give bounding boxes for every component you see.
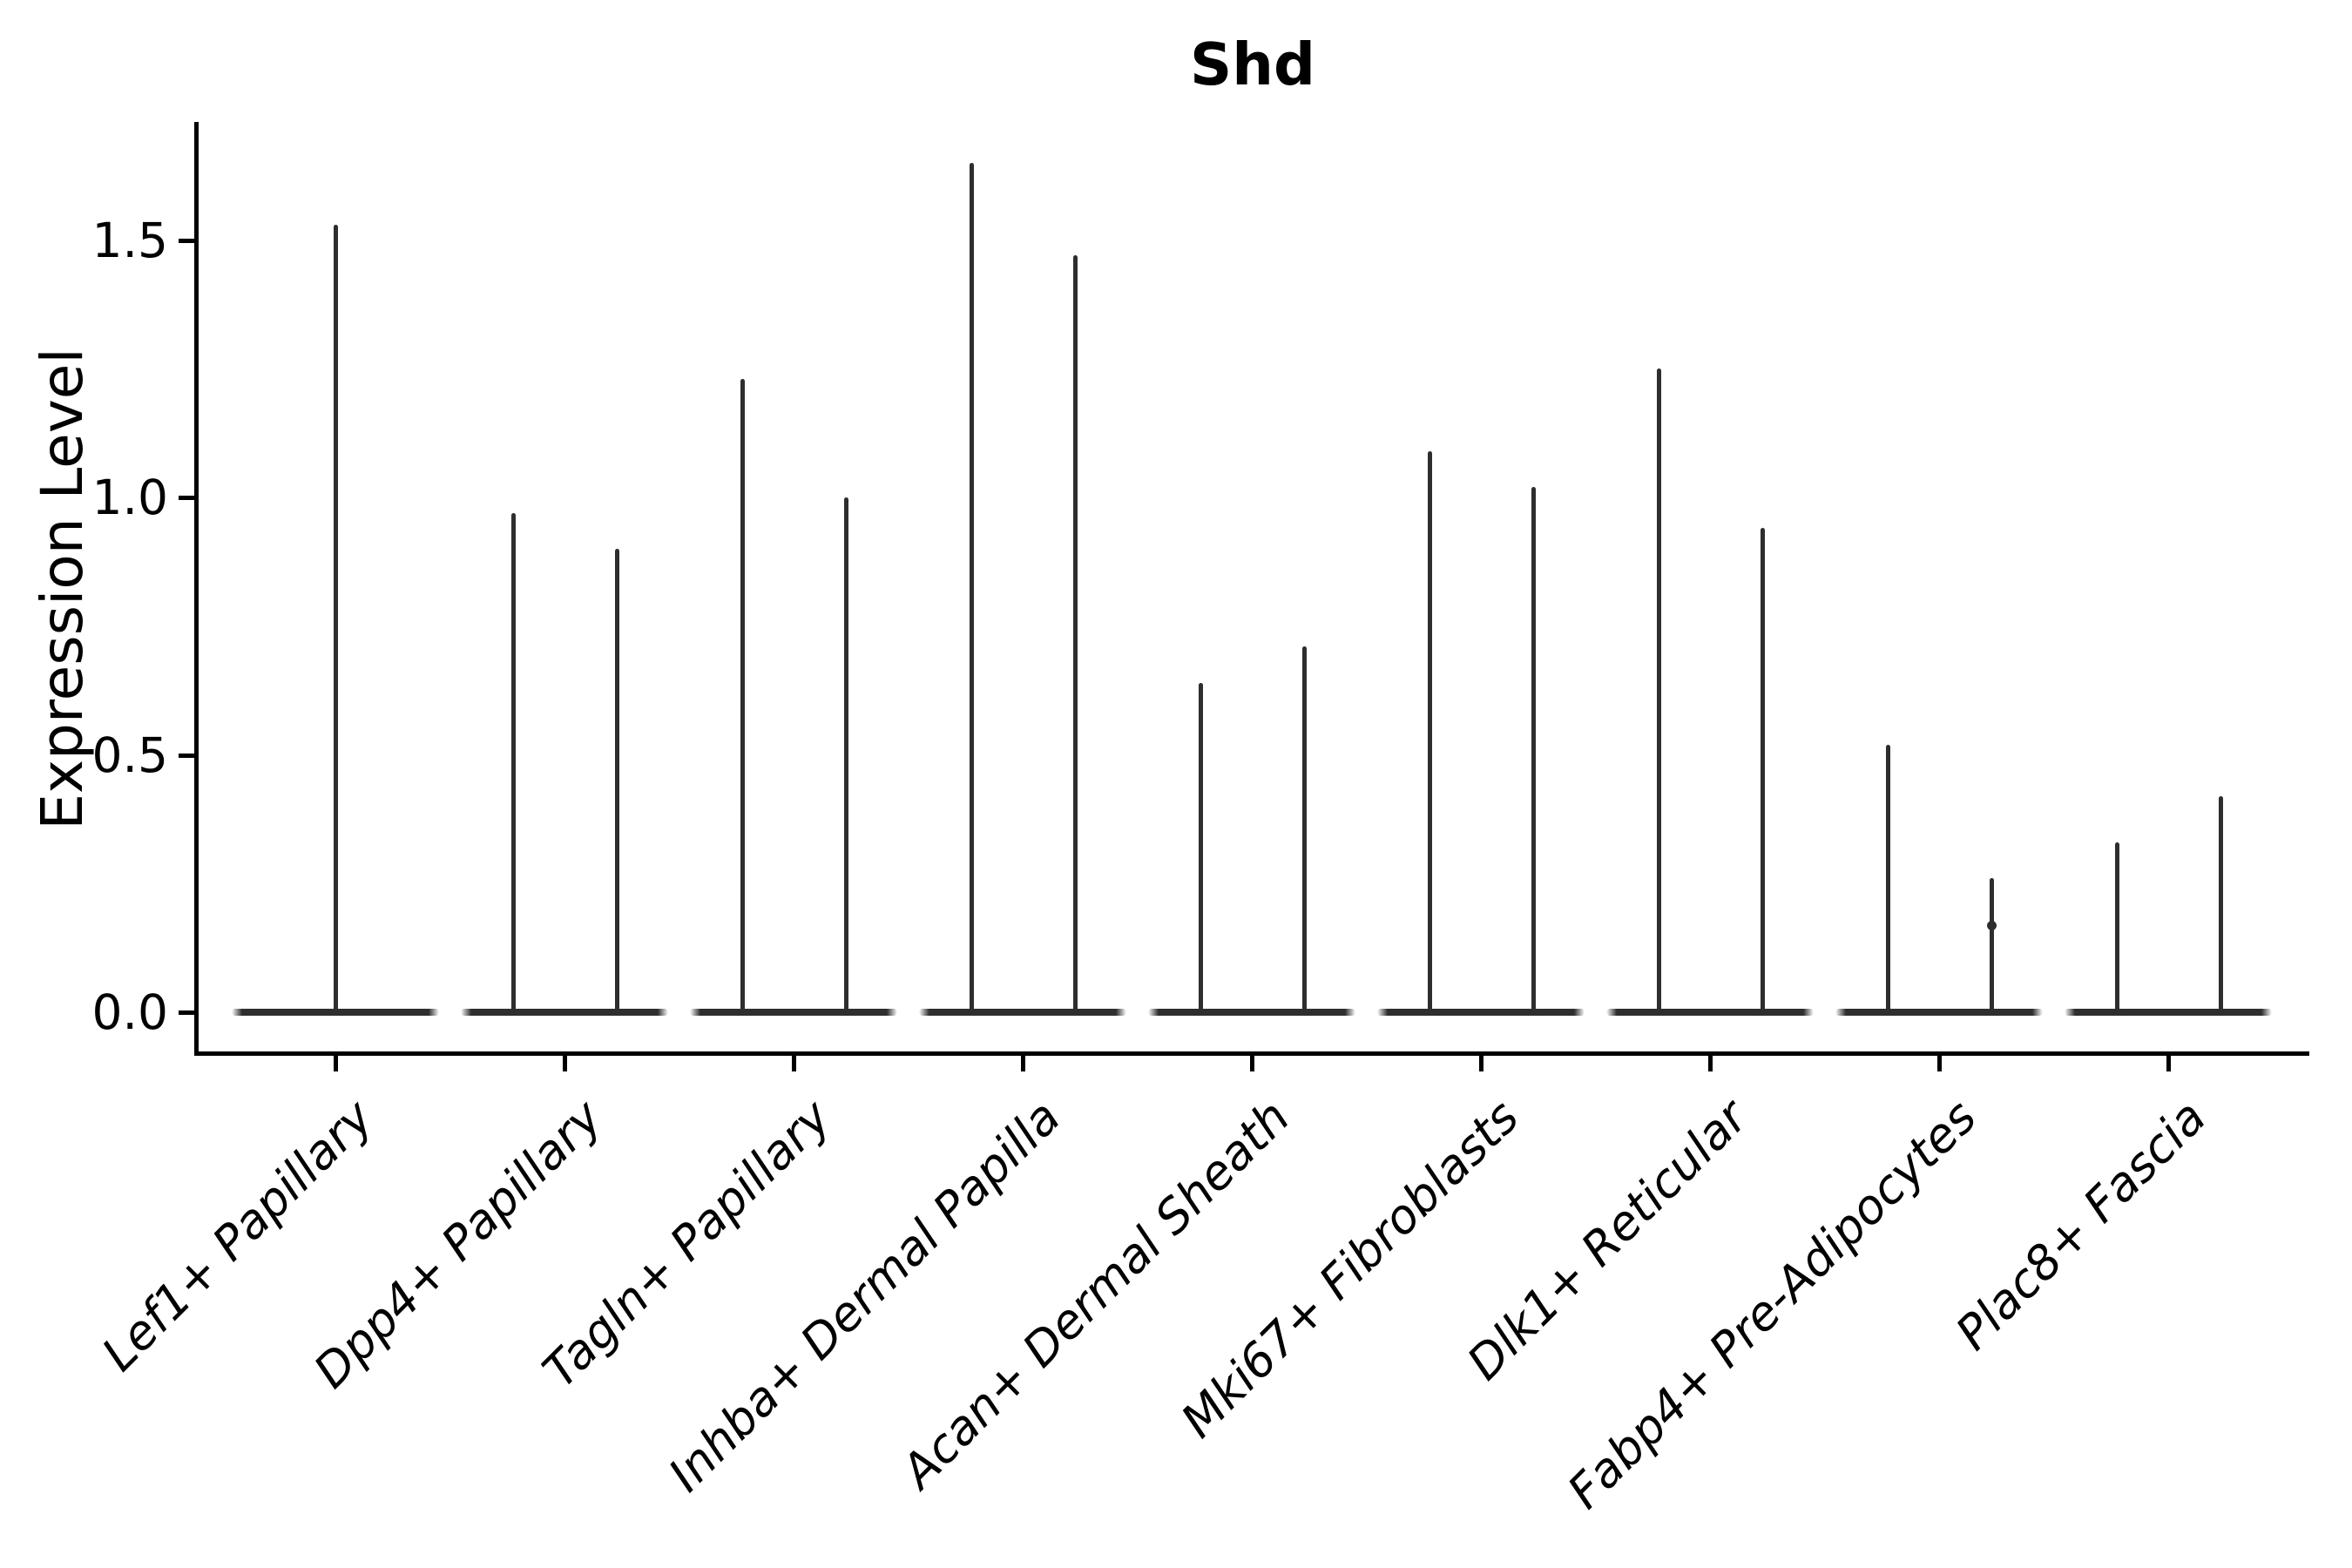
- x-tick-label: Acan+ Dermal Sheath: [890, 1089, 1301, 1499]
- x-tick: [1250, 1056, 1254, 1071]
- violin-spike: [614, 549, 619, 1016]
- x-tick: [334, 1056, 338, 1071]
- x-tick: [1937, 1056, 1942, 1071]
- violin-spike: [1989, 878, 1994, 1016]
- violin-spike: [1656, 368, 1661, 1016]
- chart-title: Shd: [1190, 30, 1315, 98]
- y-axis-spine: [194, 122, 199, 1056]
- violin-spike: [1760, 528, 1765, 1016]
- violin-spike: [1531, 487, 1536, 1016]
- x-tick: [792, 1056, 796, 1071]
- violin-base: [1606, 1009, 1814, 1016]
- violin-base: [690, 1009, 897, 1016]
- violin-spike: [740, 379, 745, 1016]
- violin-base: [1377, 1009, 1585, 1016]
- y-tick-label: 0.5: [91, 727, 168, 783]
- y-tick: [179, 239, 194, 243]
- violin-spike: [2114, 842, 2119, 1016]
- violin-base: [1148, 1009, 1355, 1016]
- x-tick-label: Fabp4+ Pre-Adipocytes: [1557, 1089, 1988, 1519]
- violin-base: [1835, 1009, 2043, 1016]
- violin-spike: [510, 513, 516, 1016]
- x-tick: [563, 1056, 567, 1071]
- violin-spike: [1427, 451, 1432, 1016]
- y-tick-label: 0.0: [91, 983, 168, 1040]
- x-tick: [1708, 1056, 1713, 1071]
- violin-base: [2065, 1009, 2272, 1016]
- x-tick: [1479, 1056, 1484, 1071]
- x-tick: [1021, 1056, 1025, 1071]
- violin-base: [461, 1009, 668, 1016]
- x-tick-label: Plac8+ Fascia: [1944, 1089, 2217, 1361]
- violin-base: [919, 1009, 1126, 1016]
- y-tick: [179, 496, 194, 500]
- x-tick-label: Inhba+ Dermal Papilla: [658, 1089, 1071, 1503]
- x-tick: [2166, 1056, 2171, 1071]
- y-tick: [179, 1010, 194, 1015]
- violin-spike: [1198, 683, 1203, 1016]
- x-axis-spine: [194, 1051, 2309, 1056]
- y-tick-label: 1.5: [91, 212, 168, 268]
- y-tick: [179, 754, 194, 758]
- violin-spike: [843, 497, 848, 1016]
- violin-knot: [1986, 921, 1997, 930]
- y-tick-label: 1.0: [91, 469, 168, 525]
- violin-spike: [1885, 745, 1890, 1016]
- violin-spike: [334, 225, 338, 1016]
- violin-spike: [1301, 646, 1307, 1016]
- violin-spike: [969, 163, 974, 1016]
- violin-spike: [1072, 255, 1078, 1016]
- violin-spike: [2218, 796, 2223, 1016]
